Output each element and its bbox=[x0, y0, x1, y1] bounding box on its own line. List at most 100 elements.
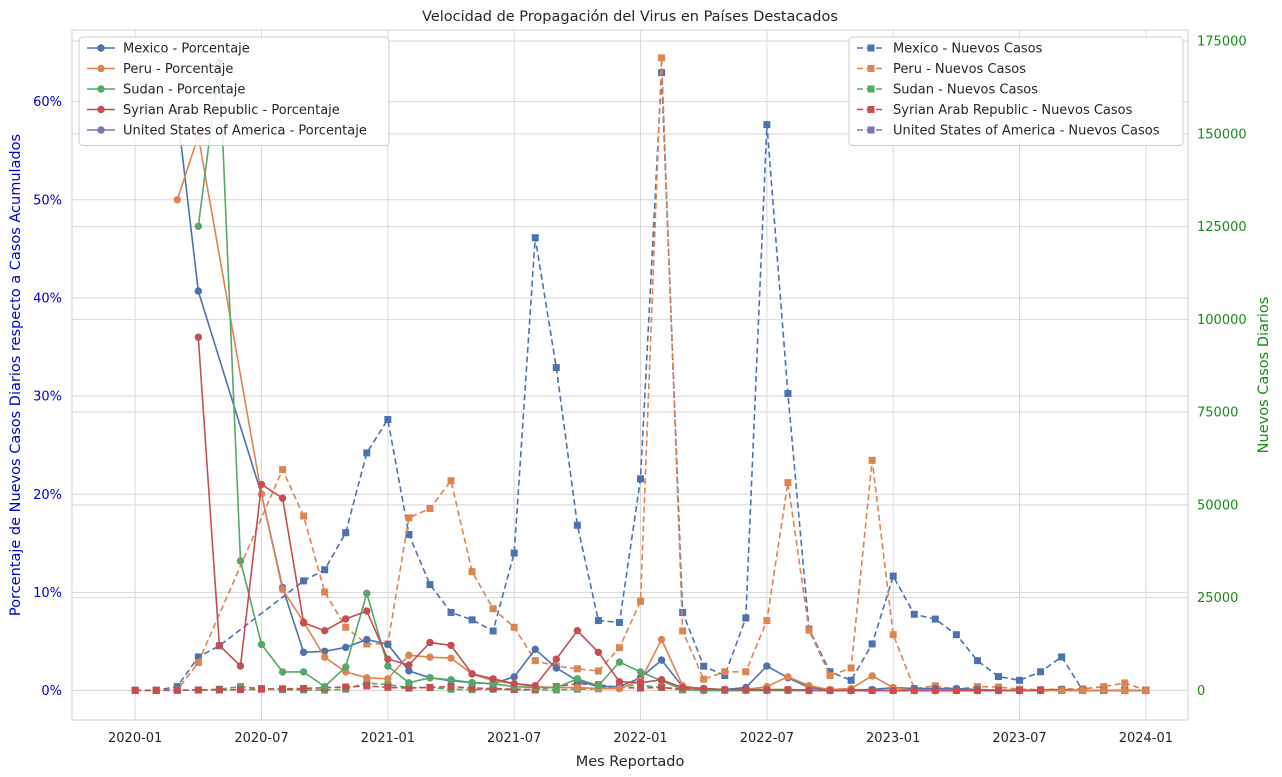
cases-point bbox=[468, 568, 476, 576]
pct-legend-frame bbox=[78, 36, 390, 146]
cases-point bbox=[615, 618, 623, 626]
cases-line-0 bbox=[135, 72, 1146, 692]
cases-point bbox=[847, 676, 855, 684]
cases-point bbox=[594, 667, 602, 675]
cases-point bbox=[300, 577, 308, 585]
pct-point bbox=[447, 654, 455, 662]
pct-point bbox=[847, 686, 855, 695]
y-right-tick-label: 25000 bbox=[1197, 591, 1238, 606]
pct-point bbox=[973, 686, 982, 695]
cases-point bbox=[826, 671, 834, 679]
pct-point bbox=[657, 676, 666, 684]
x-tick-label: 2023-07 bbox=[992, 731, 1046, 746]
cases-point bbox=[279, 466, 287, 474]
pct-point bbox=[636, 668, 645, 676]
cases-legend-marker bbox=[867, 44, 875, 52]
pct-point bbox=[278, 494, 287, 502]
pct-point bbox=[278, 668, 287, 676]
cases-point bbox=[510, 623, 518, 631]
cases-legend-label: Peru - Nuevos Casos bbox=[893, 62, 1026, 77]
cases-point bbox=[742, 668, 750, 676]
cases-point bbox=[447, 683, 455, 691]
cases-point bbox=[826, 668, 834, 676]
cases-point bbox=[637, 597, 645, 605]
x-axis-ticks: 2020-01 2020-07 2021-01 2021-07 2022-01 2022-… bbox=[108, 731, 1173, 746]
cases-point bbox=[658, 54, 666, 62]
y-right-tick-label: 50000 bbox=[1197, 498, 1238, 513]
pct-point bbox=[405, 667, 413, 675]
pct-point bbox=[447, 641, 455, 650]
cases-point bbox=[426, 683, 434, 691]
cases-point bbox=[426, 581, 434, 589]
cases-point bbox=[889, 631, 897, 639]
x-tick-label: 2021-07 bbox=[487, 731, 541, 746]
pct-point bbox=[384, 655, 392, 663]
cases-point bbox=[194, 659, 202, 666]
pct-point bbox=[363, 674, 371, 682]
pct-point bbox=[363, 607, 371, 615]
pct-point bbox=[552, 664, 561, 672]
pct-point bbox=[426, 638, 434, 647]
pct-point bbox=[910, 686, 918, 695]
x-axis-label: Mes Reportado bbox=[576, 754, 685, 770]
cases-point bbox=[763, 121, 771, 129]
series-layer bbox=[131, 54, 1150, 695]
pct-point bbox=[278, 585, 287, 594]
cases-point bbox=[510, 549, 518, 557]
cases-point bbox=[447, 608, 455, 616]
cases-point bbox=[489, 605, 497, 613]
cases-point bbox=[194, 653, 202, 661]
cases-point bbox=[805, 626, 813, 634]
cases-legend-label: United States of America - Nuevos Casos bbox=[893, 124, 1160, 139]
pct-point bbox=[320, 626, 329, 635]
cases-point bbox=[405, 531, 413, 539]
x-tick-label: 2020-01 bbox=[108, 731, 162, 746]
pct-point bbox=[194, 287, 203, 295]
cases-point bbox=[194, 686, 202, 694]
y-right-tick-label: 150000 bbox=[1197, 127, 1247, 142]
pct-point bbox=[405, 651, 413, 659]
cases-point bbox=[405, 684, 413, 692]
cases-point bbox=[1058, 653, 1066, 661]
cases-point bbox=[468, 684, 476, 692]
pct-point bbox=[615, 658, 624, 666]
cases-point bbox=[889, 572, 897, 580]
cases-point bbox=[637, 684, 645, 692]
pct-point bbox=[384, 662, 392, 670]
cases-point bbox=[300, 512, 308, 520]
cases-point bbox=[615, 644, 623, 652]
cases-legend-label: Mexico - Nuevos Casos bbox=[893, 42, 1043, 57]
pct-point bbox=[363, 589, 371, 598]
cases-point bbox=[658, 683, 666, 691]
pct-point bbox=[257, 480, 266, 489]
pct-point bbox=[1121, 686, 1129, 695]
cases-point bbox=[868, 456, 876, 464]
cases-point bbox=[1016, 676, 1024, 684]
cases-point bbox=[784, 479, 792, 487]
x-tick-label: 2020-07 bbox=[234, 731, 288, 746]
pct-point bbox=[236, 557, 245, 565]
y-right-tick-label: 125000 bbox=[1197, 220, 1247, 235]
pct-point bbox=[699, 684, 708, 693]
cases-point bbox=[363, 640, 371, 648]
pct-point bbox=[510, 679, 518, 688]
pct-legend-label: United States of America - Porcentaje bbox=[123, 124, 367, 139]
pct-line-2 bbox=[197, 62, 978, 692]
pct-legend-label: Mexico - Porcentaje bbox=[123, 42, 250, 57]
pct-point bbox=[257, 490, 266, 498]
y-right-tick-label: 175000 bbox=[1197, 35, 1247, 50]
cases-point bbox=[258, 685, 266, 693]
pct-point bbox=[426, 674, 434, 682]
y-right-axis-ticks: 0 25000 50000 75000 100000 125000 150000 175000 bbox=[1197, 35, 1247, 699]
y-right-tick-label: 100000 bbox=[1197, 313, 1247, 328]
y-left-tick-label: 40% bbox=[33, 291, 62, 306]
cases-point bbox=[847, 664, 855, 672]
pct-point bbox=[531, 681, 539, 690]
pct-line-1 bbox=[176, 135, 1146, 692]
cases-point bbox=[679, 627, 687, 635]
cases-point bbox=[531, 234, 539, 242]
pct-point bbox=[742, 685, 750, 694]
pct-legend-marker bbox=[97, 85, 105, 93]
pct-point bbox=[342, 643, 350, 652]
